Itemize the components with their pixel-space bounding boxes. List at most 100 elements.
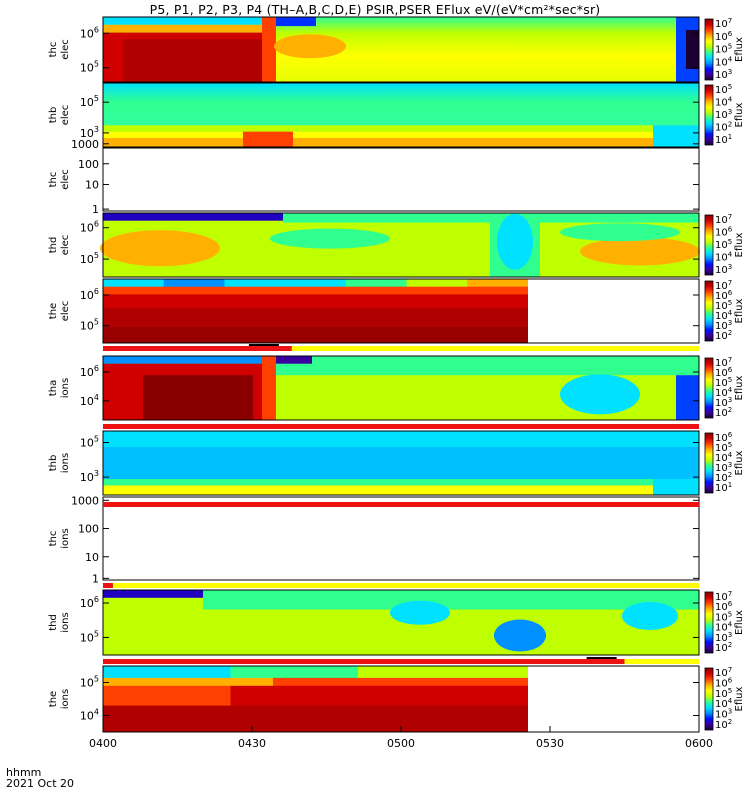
colorbar-tick-label: 105 [715,376,732,389]
colorbar-label: Eflux [734,37,745,62]
colorbar-label: Eflux [734,610,745,635]
colorbar-tick-label: 106 [715,431,733,444]
panel-label: theelec [48,301,71,322]
colorbar-tick-label: 106 [715,366,733,379]
flag-bar-tha-ions [103,424,699,429]
y-tick-label: 1000 [71,138,99,151]
colorbar-tick-label: 106 [715,30,733,43]
panel-frame [102,212,700,278]
colorbar-tick-label: 107 [715,279,732,292]
colorbar-tick-label: 105 [715,610,732,623]
panel-label-instrument: the [48,691,59,707]
panel-label-species: elec [60,169,71,190]
colorbar-tick-label: 105 [715,441,732,454]
y-tick-label: 10 [85,179,99,192]
panel-label-species: ions [60,528,71,548]
panel-frame [102,496,700,581]
colorbar-tick-label: 101 [715,133,732,146]
panel-frame [102,147,700,212]
flag-bar-red [103,424,699,429]
panel-label-instrument: thc [48,42,59,58]
colorbar-label: Eflux [734,686,745,711]
colorbar [704,432,714,494]
colorbar-tick-label: 107 [715,666,732,679]
panel-frame [102,278,700,344]
panel-label-instrument: thc [48,531,59,547]
colorbar-tick-label: 107 [715,590,732,603]
panel-thc-ions: thcions 1000 100 10 1 [48,494,700,585]
colorbar-tick-label: 102 [715,641,732,654]
colorbar-tick-label: 104 [715,621,733,634]
y-tick-label: 105 [80,675,99,690]
x-tick-label: 0600 [685,737,713,750]
y-tick-label: 105 [80,60,99,75]
panel-label-species: elec [60,39,71,60]
colorbar [704,280,714,342]
colorbar-tick-label: 104 [715,697,733,710]
y-tick-label: 1 [92,203,99,216]
colorbar-tick-label: 103 [715,263,732,276]
flag-bar-thd-ions [103,657,699,664]
colorbar [704,357,714,419]
y-tick-label: 106 [80,595,99,610]
panel-label: theions [48,689,71,709]
colorbar-tick-label: 103 [715,708,732,721]
y-tick-label: 1 [92,572,99,585]
colorbar-tick-label: 106 [715,226,733,239]
colorbar-tick-label: 103 [715,631,732,644]
flag-bar-thc-ions [103,583,699,588]
colorbar-tick-label: 106 [715,289,733,302]
panel-label-species: ions [60,453,71,473]
panel-label: thcelec [48,169,71,190]
y-tick-label: 106 [80,220,99,235]
colorbar-tick-label: 104 [715,251,733,264]
colorbar-label: Eflux [734,375,745,400]
colorbar-tick-label: 103 [715,396,732,409]
colorbar-tick-label: 104 [715,96,733,109]
panel-label-species: elec [60,105,71,126]
panel-label: thdions [48,612,71,632]
panel-frame [102,16,700,83]
colorbar-tick-label: 105 [715,299,732,312]
flag-bar-yellow [103,346,699,351]
y-tick-label: 105 [80,435,99,450]
panel-label-species: ions [60,689,71,709]
y-tick-label: 100 [78,523,99,536]
panel-label: thaions [48,378,71,398]
panel-label: thcelec [48,39,71,60]
panel-label-instrument: thd [48,614,59,631]
x-tick-label: 0530 [536,737,564,750]
panel-label-species: ions [60,612,71,632]
colorbar-label: Eflux [734,298,745,323]
flag-bar-red [103,583,113,588]
flag-bar-marker [586,657,617,659]
colorbar-tick-label: 104 [715,451,733,464]
flag-bar-red [103,502,699,507]
flag-bar-red [103,346,292,351]
colorbar-tick-label: 102 [715,718,732,731]
panel-label: thbelec [48,105,71,126]
panel-label-instrument: thc [48,172,59,188]
flag-bar-yellow [103,583,699,588]
time-format-label: hhmm [6,766,42,779]
panel-label-instrument: thb [48,455,59,472]
colorbar [704,84,714,146]
y-tick-label: 105 [80,251,99,266]
colorbar [704,18,714,81]
x-tick-label: 0400 [89,737,117,750]
colorbar-tick-label: 106 [715,600,733,613]
date-label: 2021 Oct 20 [6,777,75,790]
colorbar-tick-label: 105 [715,238,732,251]
panel-frame [102,430,700,496]
y-tick-label: 106 [80,287,99,302]
colorbar-tick-label: 105 [715,83,732,96]
colorbar-tick-label: 103 [715,319,732,332]
y-tick-label: 100 [78,158,99,171]
y-tick-label: 105 [80,94,99,109]
